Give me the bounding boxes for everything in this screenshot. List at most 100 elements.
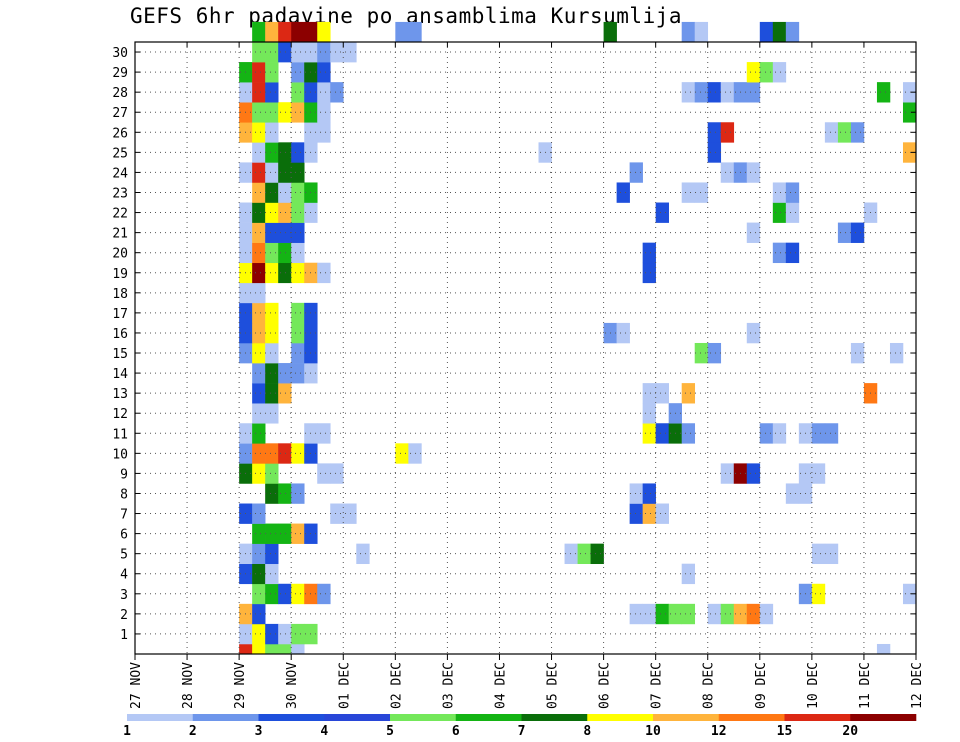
heatmap-cell — [720, 122, 735, 143]
heatmap-cell — [265, 322, 279, 344]
heatmap-cell — [252, 62, 266, 83]
heatmap-cell — [824, 423, 839, 444]
heatmap-cell — [252, 523, 266, 544]
heatmap-cell — [252, 142, 266, 163]
heatmap-cell — [278, 162, 292, 183]
heatmap-cell — [278, 42, 292, 63]
heatmap-cell — [278, 483, 292, 504]
heatmap-cell — [265, 122, 279, 143]
x-tick-label: 27 NOV — [129, 662, 144, 709]
x-tick-label: 30 NOV — [285, 662, 300, 709]
legend-label: 10 — [645, 724, 661, 739]
heatmap-cell — [278, 142, 292, 163]
legend-swatch — [784, 714, 851, 721]
x-tick-label: 10 DEC — [806, 662, 821, 709]
heatmap-cell — [252, 342, 266, 364]
y-tick-label: 11 — [112, 427, 128, 442]
heatmap-cell — [694, 182, 709, 203]
heatmap-cell — [252, 322, 266, 344]
heatmap-cell — [330, 503, 344, 524]
heatmap-cell — [278, 202, 292, 223]
heatmap-cell — [616, 182, 630, 203]
heatmap-cell — [642, 483, 656, 504]
y-tick-label: 21 — [112, 227, 128, 242]
heatmap-cell — [785, 202, 800, 223]
heatmap-cell — [291, 322, 305, 344]
heatmap-cell — [252, 643, 266, 655]
heatmap-cell — [577, 543, 591, 565]
legend-label: 8 — [583, 724, 591, 739]
x-tick-label: 04 DEC — [493, 662, 508, 709]
heatmap-cell — [278, 21, 292, 43]
legend-label: 7 — [518, 724, 526, 739]
heatmap-cell — [720, 162, 735, 183]
heatmap-cell — [291, 443, 305, 464]
heatmap-cell — [785, 182, 800, 203]
color-legend: 1 2 3 4 5 6 7 8 10 12 15 20 — [123, 714, 917, 739]
heatmap-cell — [278, 583, 292, 605]
y-tick-label: 26 — [112, 126, 128, 141]
heatmap-cell — [642, 423, 656, 444]
heatmap-cell — [603, 21, 617, 43]
legend-label: 6 — [452, 724, 460, 739]
y-tick-label: 8 — [120, 487, 128, 502]
heatmap-cell — [278, 102, 292, 123]
heatmap-cell — [681, 182, 696, 203]
heatmap-cell — [291, 62, 305, 83]
legend-label: 5 — [386, 724, 394, 739]
x-tick-label: 06 DEC — [598, 662, 613, 709]
heatmap-cell — [265, 342, 279, 364]
heatmap-cell — [707, 82, 722, 103]
heatmap-cell — [772, 21, 787, 43]
heatmap-cell — [642, 403, 656, 424]
heatmap-cell — [252, 563, 266, 585]
heatmap-cell — [278, 242, 292, 264]
heatmap-cell — [278, 182, 292, 203]
heatmap-cell — [707, 122, 722, 143]
heatmap-cell — [681, 563, 696, 585]
heatmap-cell — [265, 82, 279, 103]
heatmap-cell — [291, 42, 305, 63]
heatmap-cell — [265, 162, 279, 183]
heatmap-cell — [265, 182, 279, 203]
heatmap-cell — [252, 82, 266, 103]
heatmap-cell — [252, 122, 266, 143]
heatmap-cell — [330, 463, 344, 484]
heatmap-cell — [291, 242, 305, 264]
y-tick-label: 25 — [112, 146, 128, 161]
heatmap-cell — [265, 363, 279, 384]
heatmap-cell — [824, 543, 839, 565]
heatmap-cell — [278, 523, 292, 544]
heatmap-cell — [252, 383, 266, 404]
heatmap-cell — [265, 643, 279, 655]
heatmap-cell — [759, 21, 774, 43]
heatmap-cell — [278, 222, 292, 243]
heatmap-cell — [265, 222, 279, 243]
heatmap-cell — [252, 242, 266, 264]
y-tick-label: 13 — [112, 387, 128, 402]
heatmap-cell — [642, 262, 656, 284]
heatmap-cell — [681, 423, 696, 444]
heatmap-cell — [252, 403, 266, 424]
heatmap-cell — [291, 623, 305, 645]
legend-label: 20 — [842, 724, 858, 739]
heatmap-cell — [291, 162, 305, 183]
heatmap-cell — [291, 102, 305, 123]
legend-swatch — [850, 714, 917, 721]
heatmap-cell — [850, 222, 865, 243]
heatmap-cell — [265, 42, 279, 63]
heatmap-cell — [265, 62, 279, 83]
y-tick-label: 24 — [112, 166, 128, 181]
y-tick-label: 19 — [112, 267, 128, 282]
legend-label: 12 — [711, 724, 727, 739]
legend-label: 2 — [189, 724, 197, 739]
heatmap-cell — [850, 122, 865, 143]
heatmap-cell — [681, 21, 696, 43]
heatmap-cell — [850, 342, 865, 364]
heatmap-cell — [655, 603, 669, 625]
heatmap-cell — [343, 42, 357, 63]
legend-swatch — [521, 714, 588, 721]
heatmap-cell — [291, 523, 305, 544]
heatmap-cell — [291, 302, 305, 324]
heatmap-cell — [707, 142, 722, 163]
